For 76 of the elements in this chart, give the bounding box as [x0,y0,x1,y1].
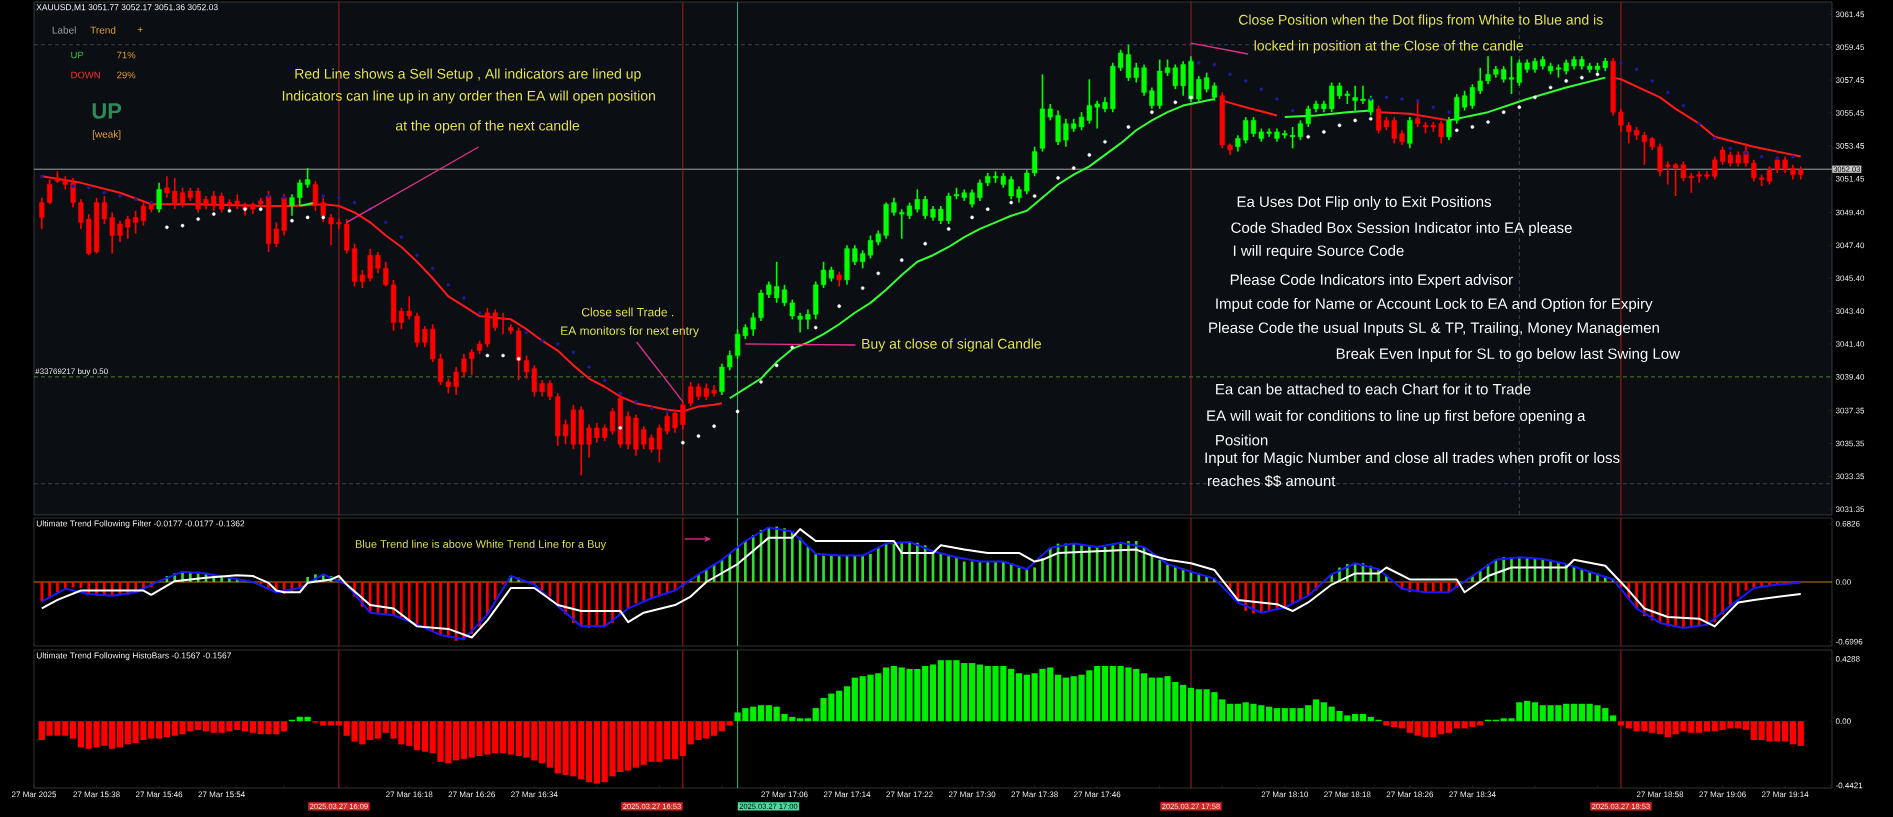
y-tick-label: 3057.45 [1835,77,1865,83]
annotation: Close sell Trade . [581,307,674,317]
annotation: Ea can be attached to each Chart for it to Trade [1216,383,1531,395]
x-tick-label: 27 Mar 17:14 [823,791,871,798]
x-tick-label: 27 Mar 17:30 [948,791,996,798]
annotation: EA monitors for next entry [561,326,699,338]
y-tick-label: 3051.45 [1835,175,1865,182]
annotation: Code Shaded Box Session Indicator into EA please [1231,222,1572,236]
y-tick-label: 3059.45 [1835,44,1865,51]
x-tick-label: 27 Mar 19:06 [1699,791,1746,798]
annotation: Close Position when the Dot flips from White to Blue and is [1239,14,1603,28]
x-tick-label: 27 Mar 16:26 [448,791,495,798]
annotation: EA will wait for conditions to line up first before opening a [1207,410,1586,424]
x-tick-label: 27 Mar 19:14 [1761,791,1809,798]
x-tick-label: 27 Mar 16:34 [511,791,558,798]
x-tick-label: 27 Mar 17:38 [1011,791,1058,798]
annotation: Blue Trend line is above White Trend Line for a Buy [355,539,607,551]
x-tick-label: 27 Mar 2025 [11,791,57,798]
y-tick-label: 3047.40 [1835,242,1865,249]
y-tick-label: 0.6826 [1835,520,1860,527]
x-tick-label: 27 Mar 15:54 [198,791,245,798]
y-tick-label: 3055.45 [1835,110,1865,116]
annotation: Please Code Indicators into Expert advisor [1230,274,1513,288]
annotation: 29% [117,71,136,79]
annotation: Label [52,26,76,34]
annotation: Break Even Input for SL to go below last Swing Low [1336,348,1680,362]
x-tick-label: 27 Mar 18:10 [1261,791,1309,798]
annotation: UP [71,51,84,59]
y-tick-label: 0.00 [1835,579,1851,585]
annotation: reaches $$ amount [1208,474,1336,488]
annotation: Buy at close of signal Candle [862,338,1042,352]
x-tick-label: 27 Mar 15:46 [135,791,183,798]
annotation: Please Code the usual Inputs SL & TP, Trailing, Money Managemen [1209,322,1659,336]
ref-line-label: #33769217 buy 0.50 [35,368,108,376]
y-tick-label: 3045.40 [1835,275,1865,282]
y-tick-label: 3033.35 [1835,473,1865,480]
y-tick-label: 3061.45 [1835,11,1865,18]
annotation: Input for Magic Number and close all trades when profit or loss [1205,452,1620,466]
y-tick-label: -0.4421 [1835,782,1863,789]
chart-title: Ultimate Trend Following HistoBars -0.1567 -0.1567 [36,652,232,661]
x-tick-label: 27 Mar 17:46 [1074,791,1121,798]
y-tick-label: -0.6996 [1835,638,1863,645]
annotation: UP [92,103,122,119]
chart-title: Ultimate Trend Following Filter -0.0177 -0.0177 -0.1362 [36,520,245,529]
x-tick-label: 27 Mar 18:58 [1636,791,1684,798]
x-tick-label: 27 Mar 15:38 [73,791,120,798]
annotation: I will require Source Code [1233,245,1404,259]
annotation: at the open of the next candle [395,120,580,134]
annotation: 71% [117,51,136,59]
y-tick-label: 3039.40 [1835,374,1865,380]
y-tick-label: 3043.40 [1835,308,1865,314]
x-tick-label: 27 Mar 18:26 [1386,791,1434,798]
y-tick-label: 0.4288 [1835,656,1860,662]
annotation: [weak] [92,130,121,140]
chart-title: XAUUSD,M1 3051.77 3052.17 3051.36 3052.03 [36,4,218,12]
annotation: Red Line shows a Sell Setup , All indicators are lined up [295,68,641,82]
annotation: DOWN [71,71,100,79]
x-tick-label: 27 Mar 17:06 [761,791,808,798]
annotation: locked in position at the Close of the candle [1254,40,1524,54]
y-tick-label: 3037.35 [1835,407,1865,414]
y-tick-label: 3049.40 [1835,209,1865,216]
x-tick-label: 27 Mar 18:18 [1324,791,1371,798]
annotation: Ea Uses Dot Flip only to Exit Positions [1237,196,1492,210]
annotation: Trend [90,26,116,34]
annotation: Indicators can line up in any order then EA will open position [282,90,655,104]
x-tick-label: 27 Mar 18:34 [1449,791,1496,798]
y-tick-label: 3031.35 [1835,506,1865,513]
annotation: Imput code for Name or Account Lock to EA and Option for Expiry [1216,298,1653,312]
y-tick-label: 0.00 [1835,718,1851,725]
annotation: + [137,27,143,32]
y-tick-label: 3041.40 [1835,341,1865,347]
x-tick-label: 27 Mar 17:22 [886,791,933,798]
y-tick-label: 3053.45 [1835,143,1865,149]
annotation: Position [1216,434,1268,446]
x-tick-label: 27 Mar 16:18 [386,791,433,798]
y-tick-label: 3035.35 [1835,440,1865,447]
